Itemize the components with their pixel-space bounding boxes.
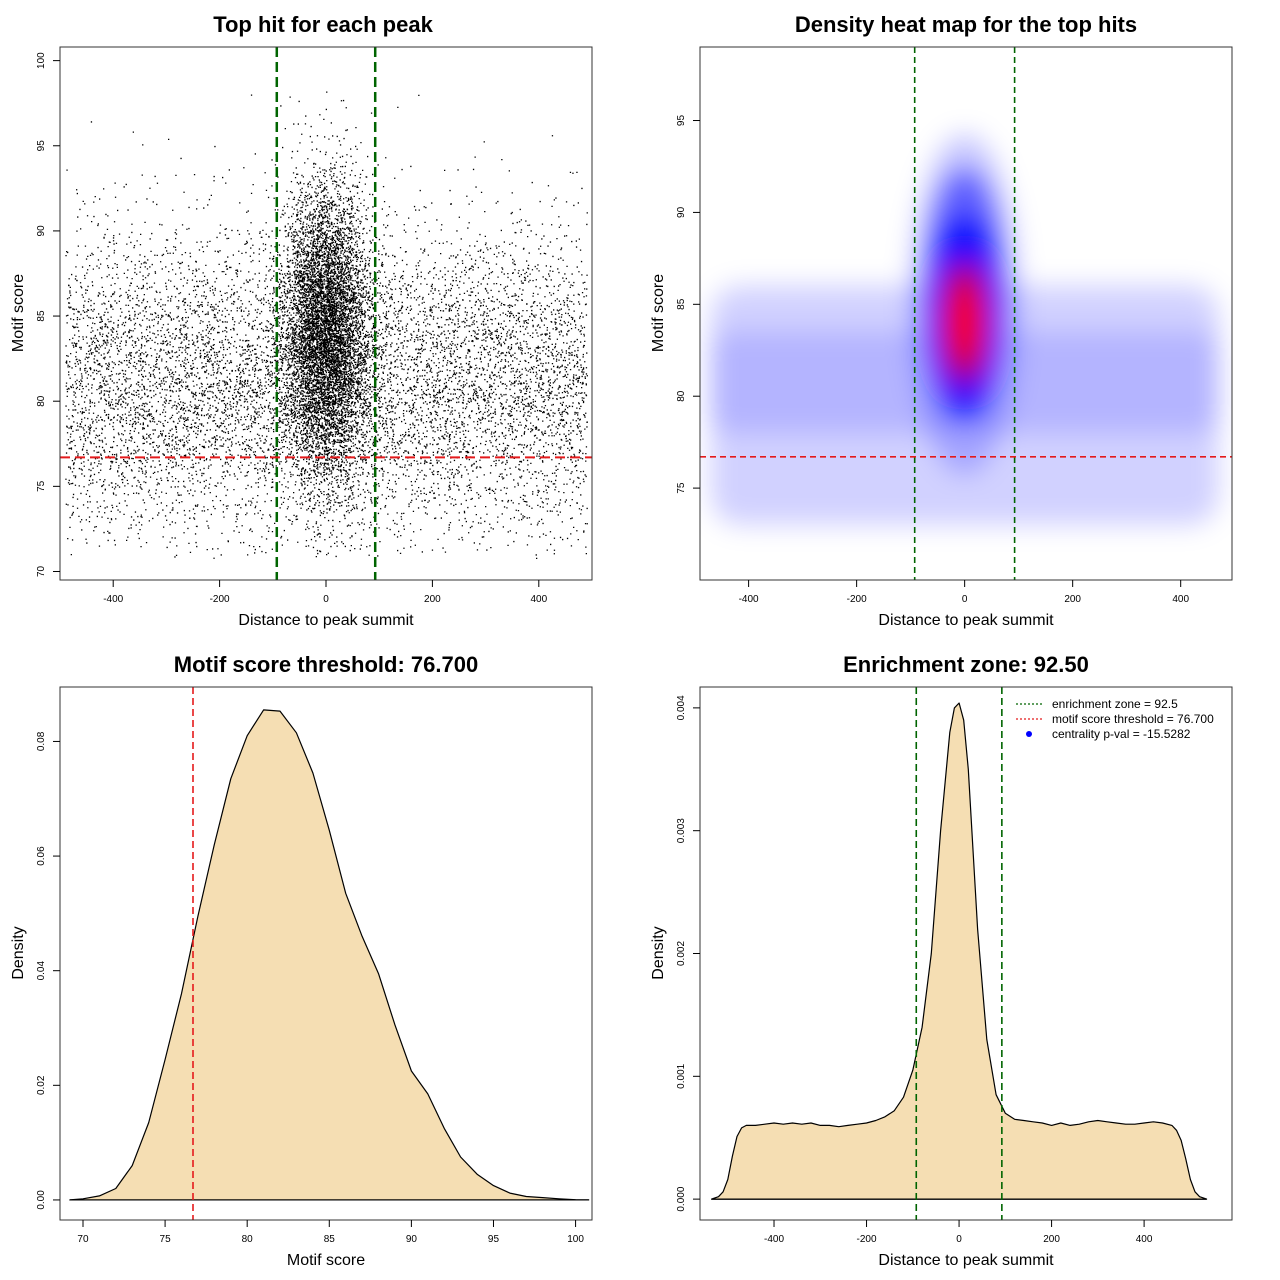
scatter-y-tick-label: 70 [36,565,47,577]
score-density-x-tick-label: 95 [488,1234,500,1245]
score-density-x-tick-label: 75 [160,1234,172,1245]
scatter-x-tick-label: 0 [323,594,329,605]
heatmap-x-tick-label: -200 [847,594,867,605]
heatmap-blobs [710,134,1219,525]
heatmap-x-label: Distance to peak summit [878,612,1054,629]
scatter-reference-lines [60,47,592,580]
scatter-y-tick-label: 85 [36,310,47,322]
score-density-y-tick-label: 0.00 [36,1190,47,1210]
distance-density-panel: Enrichment zone: 92.50 -400 -200 0 200 400 0… [650,652,1233,1269]
scatter-y-tick-label: 95 [36,140,47,152]
heatmap-plot-frame [699,46,1233,581]
scatter-panel: Top hit for each peak -400 -200 0 200 400 70… [10,12,593,629]
score-density-y-label: Density [10,926,27,979]
distance-density-y-label: Density [650,926,667,979]
score-density-y-tick-label: 0.08 [36,731,47,751]
distance-density-x-axis: -400 -200 0 200 400 [764,1220,1153,1245]
distance-density-y-axis: 0.000 0.001 0.002 0.003 0.004 [676,695,700,1212]
score-density-x-label: Motif score [287,1252,365,1269]
heatmap-x-tick-label: 400 [1172,594,1189,605]
distance-density-x-tick-label: 200 [1043,1234,1060,1245]
legend: enrichment zone = 92.5 motif score thres… [1016,697,1214,741]
score-density-y-tick-label: 0.02 [36,1075,47,1095]
enrichment-zone-lines [915,687,1003,1220]
score-density-x-tick-label: 70 [77,1234,89,1245]
heatmap-x-tick-label: -400 [739,594,759,605]
distance-density-x-tick-label: 0 [956,1234,962,1245]
scatter-y-tick-label: 90 [36,225,47,237]
distance-density-title: Enrichment zone: 92.50 [843,652,1089,677]
heatmap-x-tick-label: 200 [1064,594,1081,605]
scatter-point-cloud [65,91,589,559]
heatmap-density [700,47,1232,580]
heatmap-y-tick-label: 90 [676,206,687,218]
score-density-x-tick-label: 100 [567,1234,584,1245]
distance-density-y-tick-label: 0.002 [676,941,687,966]
heatmap-x-tick-label: 0 [962,594,968,605]
score-density-x-tick-label: 90 [406,1234,418,1245]
scatter-y-tick-label: 75 [36,480,47,492]
score-density-y-tick-label: 0.06 [36,846,47,866]
distance-density-x-tick-label: -200 [857,1234,877,1245]
scatter-y-tick-label: 80 [36,395,47,407]
score-density-x-axis: 70 75 80 85 90 95 100 [77,1220,584,1245]
legend-centrality-marker [1026,731,1032,737]
legend-enrichment-label: enrichment zone = 92.5 [1052,697,1178,711]
scatter-x-tick-label: 200 [424,594,441,605]
score-density-frame [59,686,593,1221]
heatmap-y-tick-label: 80 [676,390,687,402]
scatter-x-tick-label: 400 [530,594,547,605]
scatter-y-axis: 70 75 80 85 90 95 100 [36,52,60,577]
distance-density-y-tick-label: 0.001 [676,1063,687,1088]
heatmap-x-axis: -400 -200 0 200 400 [739,580,1189,605]
score-density-title: Motif score threshold: 76.700 [174,652,478,677]
distance-density-x-tick-label: -400 [764,1234,784,1245]
score-density-y-tick-label: 0.04 [36,961,47,981]
distance-density-x-label: Distance to peak summit [878,1252,1054,1269]
score-density-y-axis: 0.00 0.02 0.04 0.06 0.08 [36,731,60,1210]
distance-density-y-tick-label: 0.000 [676,1186,687,1211]
score-density-area [69,709,590,1201]
heatmap-y-tick-label: 85 [676,298,687,310]
heatmap-title: Density heat map for the top hits [795,12,1137,37]
legend-centrality-label: centrality p-val = -15.5282 [1052,727,1191,741]
scatter-x-axis: -400 -200 0 200 400 [103,580,548,605]
scatter-title: Top hit for each peak [213,12,433,37]
heatmap-y-tick-label: 75 [676,482,687,494]
scatter-x-tick-label: -200 [210,594,230,605]
distance-density-y-tick-label: 0.004 [676,695,687,720]
heat-hot-spot [951,284,978,361]
heatmap-y-label: Motif score [650,274,667,352]
legend-threshold-label: motif score threshold = 76.700 [1052,712,1214,726]
score-density-x-tick-label: 80 [242,1234,254,1245]
scatter-y-label: Motif score [10,274,27,352]
distance-density-curve [710,702,1208,1200]
distance-density-area [710,702,1208,1200]
scatter-x-label: Distance to peak summit [238,612,414,629]
score-density-panel: Motif score threshold: 76.700 70 75 80 85 90… [10,652,593,1269]
distance-density-y-tick-label: 0.003 [676,818,687,843]
heatmap-panel: Density heat map for the top hits -400 -2… [650,12,1233,629]
scatter-x-tick-label: -400 [103,594,123,605]
distance-density-x-tick-label: 400 [1136,1234,1153,1245]
score-density-x-tick-label: 85 [324,1234,336,1245]
scatter-y-tick-label: 100 [36,52,47,69]
score-density-curve [69,709,590,1201]
heatmap-reference-lines [700,47,1232,580]
heatmap-y-tick-label: 95 [676,115,687,127]
scatter-points [65,91,589,559]
heatmap-y-axis: 75 80 85 90 95 [676,115,700,494]
